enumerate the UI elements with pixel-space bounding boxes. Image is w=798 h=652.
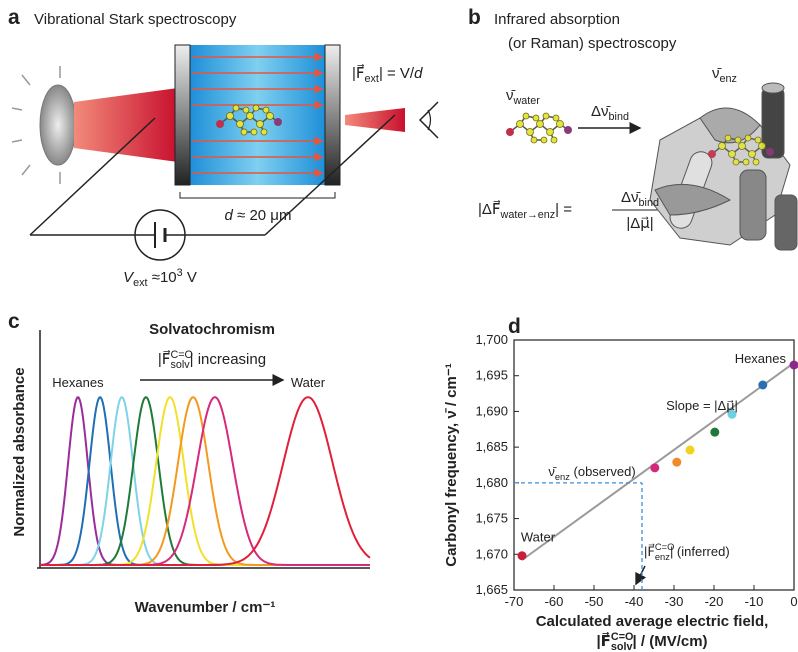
text-part: |F⃗: [352, 63, 365, 82]
text-part: | = V/: [379, 65, 415, 82]
text-part: | =: [555, 201, 572, 218]
text-part: water: [513, 95, 541, 107]
y-tick-label: 1,695: [475, 368, 508, 383]
y-tick-label: 1,670: [475, 546, 508, 561]
y-tick-label: 1,685: [475, 439, 508, 454]
point: [790, 361, 798, 370]
text-part: ext: [133, 277, 147, 289]
point: [672, 458, 681, 467]
voltage-label: Vext ≈103 V: [123, 267, 197, 289]
point: [686, 446, 695, 455]
text-part: water→enz: [500, 209, 556, 221]
text-part: |F⃗: [158, 349, 171, 368]
y-tick-label: 1,700: [475, 332, 508, 347]
point: [650, 463, 659, 472]
text-part: enz: [720, 73, 737, 85]
x-tick-label: -40: [625, 594, 644, 609]
field-label: |F⃗ext| = V/d: [352, 63, 423, 85]
text-part: | (inferred): [670, 544, 730, 559]
text-part: (observed): [570, 464, 636, 479]
y-axis-label: Carbonyl frequency, ν̄ / cm⁻¹: [443, 363, 460, 567]
panel-label: b: [468, 6, 481, 29]
x-tick-label: -10: [745, 594, 764, 609]
x-axis-label: Wavenumber / cm⁻¹: [135, 599, 276, 616]
figure: aVibrational Stark spectroscopy|F⃗ext| =…: [0, 0, 798, 652]
shift-label: Δν̄bind: [591, 103, 629, 123]
text-part: |ΔF⃗: [478, 199, 501, 218]
text-part: ≈10: [148, 269, 177, 286]
y-tick-label: 1,680: [475, 475, 508, 490]
annotation: Hexanes: [735, 351, 787, 366]
annotation: Water: [521, 530, 556, 545]
text-part: | / (MV/cm): [633, 633, 708, 650]
text-part: |Δμ⃗|: [626, 215, 653, 232]
text-part: |F⃗: [596, 631, 610, 650]
text-part: ext: [365, 73, 379, 85]
panel-label: a: [8, 6, 20, 29]
text-part: | increasing: [190, 351, 266, 368]
text-part: |F⃗: [644, 544, 655, 559]
annotation: Slope = |Δμ⃗|: [666, 398, 738, 413]
text-part: enz: [655, 552, 670, 562]
annotation: Hexanes: [52, 375, 104, 390]
equation-lhs: |ΔF⃗water→enz| =: [478, 199, 572, 221]
panel-label: d: [508, 315, 521, 338]
text-part: ≈ 20 μm: [233, 207, 292, 224]
text-part: bind: [609, 111, 629, 123]
y-tick-label: 1,690: [475, 403, 508, 418]
protein: [650, 83, 797, 250]
panel-title: Vibrational Stark spectroscopy: [34, 11, 237, 28]
nu-water: ν̄water: [506, 87, 540, 107]
annotation: Water: [291, 375, 326, 390]
text-part: solv: [170, 359, 190, 371]
y-axis-label: Normalized absorbance: [11, 367, 28, 536]
x-tick-label: -20: [705, 594, 724, 609]
panel-title: (or Raman) spectroscopy: [508, 35, 677, 52]
text-part: Slope = |Δμ⃗|: [666, 398, 738, 413]
y-tick-label: 1,675: [475, 511, 508, 526]
panel-title: Infrared absorption: [494, 11, 620, 28]
point: [758, 381, 767, 390]
text-part: bind: [639, 197, 659, 209]
distance-label: d ≈ 20 μm: [225, 207, 292, 224]
point: [518, 551, 527, 560]
nu-enz: ν̄enz: [712, 65, 737, 85]
text-part: d: [414, 65, 423, 82]
x-tick-label: -50: [585, 594, 604, 609]
fit-line: [522, 363, 794, 560]
text-part: V: [183, 269, 197, 286]
annotation: ν̄enz (observed): [548, 464, 635, 482]
x-tick-label: -30: [665, 594, 684, 609]
text-part: solv: [611, 641, 633, 652]
x-axis-label: Calculated average electric field,: [536, 613, 769, 630]
chart-title: Solvatochromism: [149, 321, 275, 338]
point: [710, 428, 719, 437]
text-part: enz: [555, 472, 570, 482]
x-tick-label: -60: [545, 594, 564, 609]
equation-denominator: |Δμ⃗|: [626, 215, 653, 232]
panel-label: c: [8, 310, 20, 333]
y-tick-label: 1,665: [475, 582, 508, 597]
x-tick-label: 0: [790, 594, 797, 609]
